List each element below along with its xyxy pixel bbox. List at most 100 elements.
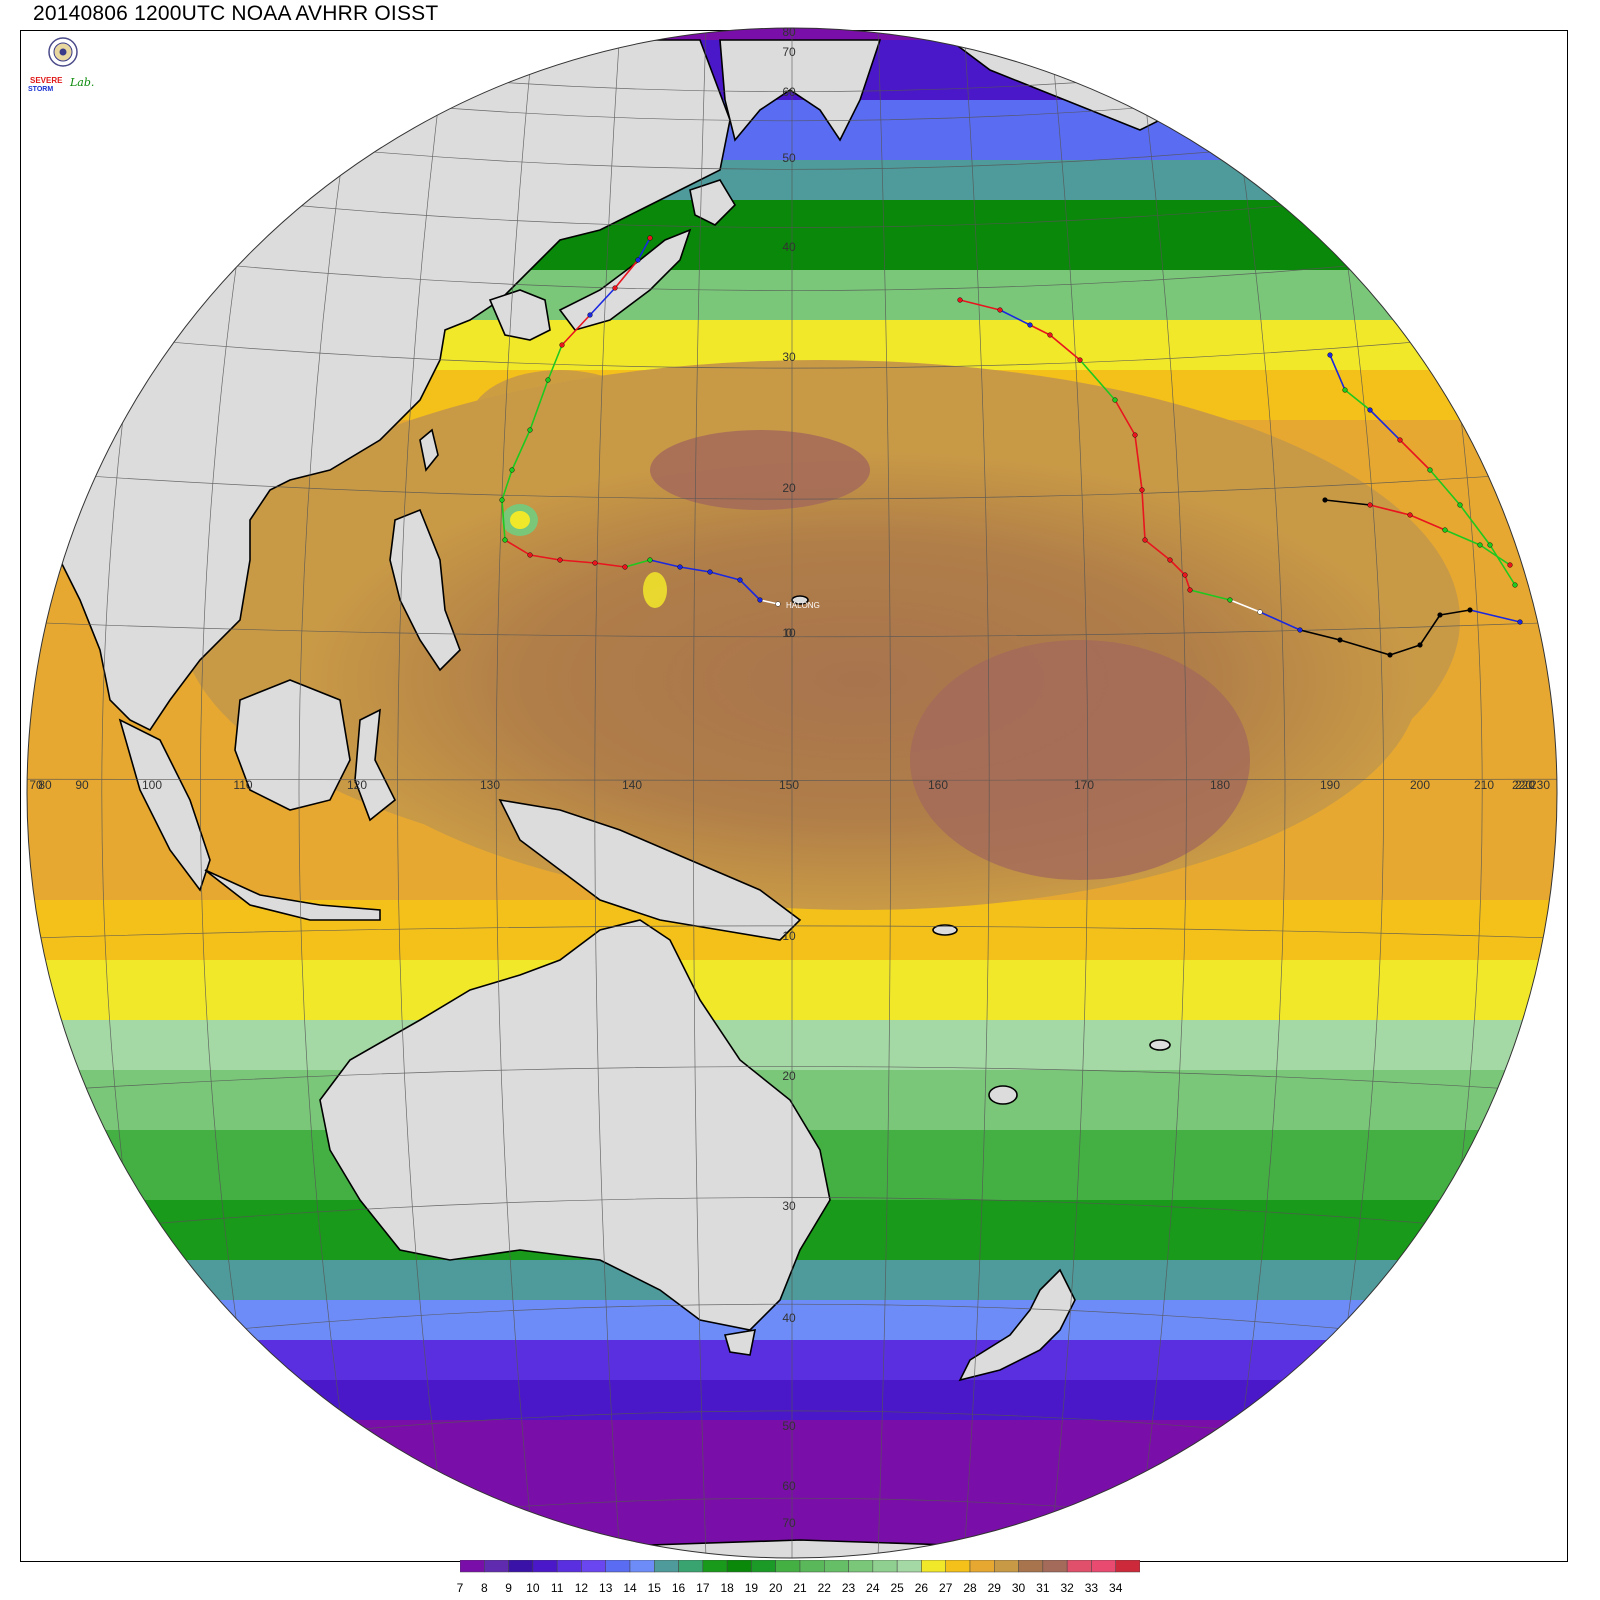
track-point: [557, 557, 563, 563]
legend-swatch: [751, 1560, 776, 1573]
track-segment: [529, 379, 549, 431]
land-new-guinea: [498, 798, 802, 941]
track-segment: [637, 237, 651, 261]
meridian-line: [693, 28, 707, 1558]
land-new-zealand: [958, 1268, 1076, 1382]
legend-label: 27: [939, 1581, 953, 1595]
legend-swatch: [848, 1560, 874, 1573]
legend-label: 15: [647, 1581, 661, 1595]
track-segment: [1439, 609, 1471, 616]
parallel-line: [27, 1197, 1557, 1236]
track-point: [1139, 487, 1145, 493]
parallel-label: 80: [782, 25, 796, 39]
track-point: [1257, 609, 1263, 615]
hot-patch-1: [650, 430, 870, 510]
legend-label: 9: [505, 1581, 512, 1595]
legend-swatch: [605, 1560, 631, 1573]
land-tasmania: [723, 1329, 757, 1356]
legend-swatch: [654, 1560, 679, 1573]
track-point: [1047, 332, 1053, 338]
legend-swatch: [1042, 1560, 1068, 1573]
track-point: [1507, 562, 1513, 568]
parallel-label: 40: [782, 240, 796, 254]
storm-tracks: [499, 235, 1523, 658]
logo-storm: STORM: [28, 86, 53, 93]
track-point: [647, 557, 653, 563]
meridian-line: [1135, 28, 1187, 1558]
legend-swatch: [824, 1560, 849, 1573]
legend-label: 13: [599, 1581, 613, 1595]
cool-spot: [643, 572, 667, 608]
track-segment: [1259, 611, 1301, 631]
track-segment: [501, 499, 506, 541]
track-segment: [594, 562, 626, 568]
track-segment: [1029, 324, 1051, 336]
track-point: [1477, 542, 1483, 548]
track-point: [1407, 512, 1413, 518]
parallel-label: 50: [782, 1419, 796, 1433]
color-legend: [460, 1560, 1140, 1573]
legend-label: 29: [987, 1581, 1001, 1595]
track-point: [1112, 397, 1118, 403]
track-point: [1337, 637, 1343, 643]
meridian-line: [1221, 28, 1286, 1558]
track-point: [1297, 627, 1303, 633]
legend-label: 30: [1011, 1581, 1026, 1595]
meridian-label: 100: [142, 778, 162, 792]
track-point: [527, 552, 533, 558]
track-segment: [1409, 514, 1446, 531]
parallel-label: 20: [782, 481, 796, 495]
legend-swatch: [994, 1560, 1019, 1573]
meridian-label: 90: [75, 778, 89, 792]
meridian-label: 180: [1210, 778, 1230, 792]
legend-swatch: [460, 1560, 485, 1573]
track-point: [612, 285, 618, 291]
legend-label: 25: [890, 1581, 904, 1595]
legend-label: 21: [793, 1581, 807, 1595]
track-segment: [1399, 439, 1431, 471]
legend-swatch: [1018, 1560, 1044, 1573]
sst-band: [27, 900, 1557, 960]
track-segment: [1429, 469, 1461, 506]
legend-label: 17: [696, 1581, 710, 1595]
legend-swatch: [896, 1560, 922, 1573]
track-point: [1342, 387, 1348, 393]
track-point: [559, 342, 565, 348]
track-segment: [739, 579, 761, 601]
legend-swatch: [484, 1560, 509, 1573]
legend-label: 34: [1109, 1581, 1123, 1595]
legend-label: 22: [817, 1581, 831, 1595]
legend-label: 26: [914, 1581, 929, 1595]
track-segment: [561, 314, 591, 346]
meridian-label-extra: 70: [29, 778, 43, 792]
track-segment: [1144, 539, 1171, 561]
track-segment: [649, 559, 681, 568]
track-point: [587, 312, 593, 318]
track-segment: [614, 259, 639, 289]
track-point: [1077, 357, 1083, 363]
track-segment: [1189, 589, 1231, 601]
meridian-line: [877, 28, 891, 1558]
map-title: 20140806 1200UTC NOAA AVHRR OISST: [33, 2, 439, 25]
track-segment: [1339, 639, 1391, 656]
land-borneo: [234, 679, 351, 811]
track-segment: [1134, 434, 1143, 491]
parallel-label: 40: [782, 1311, 796, 1325]
legend-label: 7: [456, 1581, 464, 1595]
land-malay: [118, 718, 211, 892]
warm-patch-3: [470, 370, 650, 470]
meridian-label: 190: [1320, 778, 1340, 792]
meridian-label: 130: [480, 778, 500, 792]
track-point: [707, 569, 713, 575]
legend-swatch: [1091, 1560, 1116, 1573]
track-segment: [1489, 544, 1516, 586]
track-segment: [709, 571, 741, 581]
legend-label: 11: [550, 1581, 564, 1595]
legend-label: 23: [841, 1581, 856, 1595]
legend-swatch: [1066, 1560, 1092, 1573]
meridian-line: [298, 28, 363, 1558]
legend-swatch: [945, 1560, 971, 1573]
track-point: [527, 427, 533, 433]
legend-label: 33: [1084, 1581, 1099, 1595]
